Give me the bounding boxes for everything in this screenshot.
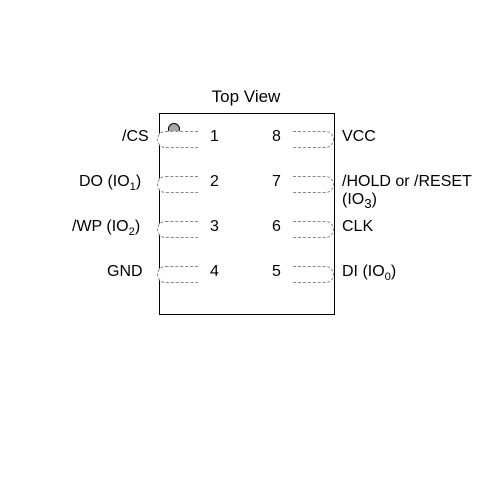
pin-pad: [293, 176, 334, 193]
pin-label-right: CLK: [342, 218, 373, 236]
pin-pad: [293, 266, 334, 283]
pin-number: 3: [210, 218, 219, 236]
diagram-title: Top View: [159, 87, 333, 107]
pin-number: 6: [272, 218, 281, 236]
pin-pad: [157, 266, 198, 283]
pin-pad: [157, 131, 198, 148]
pin-number: 7: [272, 173, 281, 191]
pin-label-left: /WP (IO2): [72, 218, 140, 238]
pin-number: 4: [210, 263, 219, 281]
pin-pad: [157, 176, 198, 193]
pin-label-left: GND: [107, 263, 143, 281]
pin-label-left: DO (IO1): [79, 173, 141, 193]
pin-label-right-line2: (IO3): [342, 191, 377, 211]
pin-label-left: /CS: [122, 128, 149, 146]
pin-label-right: DI (IO0): [342, 263, 396, 283]
pin-label-right: /HOLD or /RESET: [342, 173, 472, 191]
pin-pad: [293, 221, 334, 238]
pin-number: 1: [210, 128, 219, 146]
pin-number: 8: [272, 128, 281, 146]
pinout-diagram: { "title": "Top View", "title_fontsize":…: [0, 0, 500, 500]
pin-number: 2: [210, 173, 219, 191]
pin-pad: [293, 131, 334, 148]
pin-label-right: VCC: [342, 128, 376, 146]
pin-number: 5: [272, 263, 281, 281]
pin-pad: [157, 221, 198, 238]
